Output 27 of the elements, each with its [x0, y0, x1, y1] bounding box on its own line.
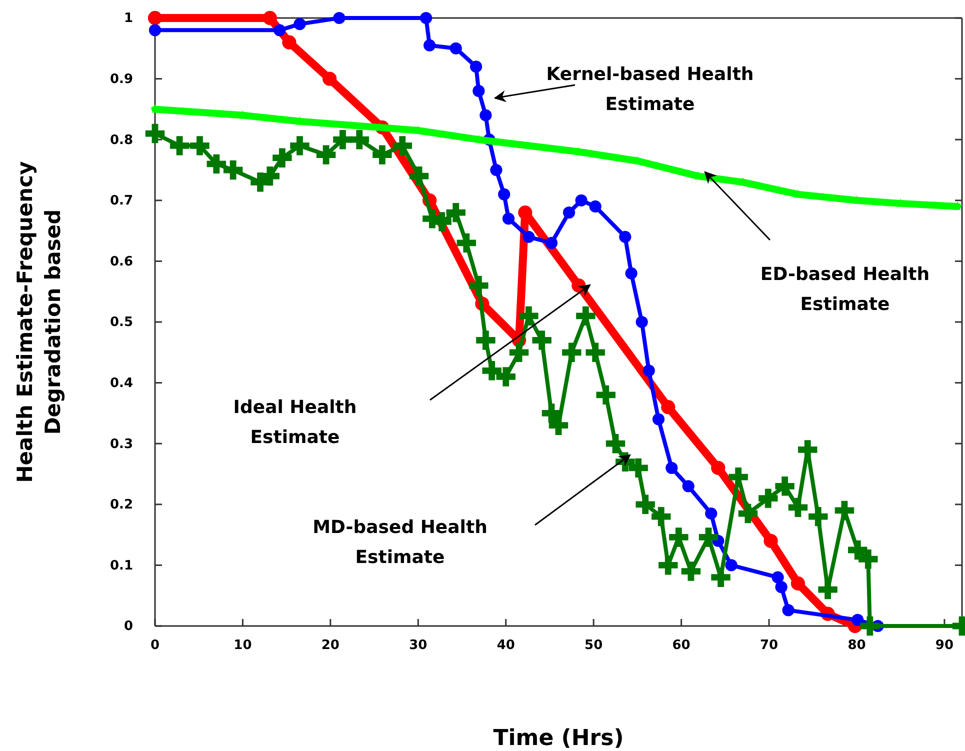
annotation: MD-based Health Estimate [312, 517, 488, 568]
y-tick-label: 0.7 [110, 194, 133, 209]
x-tick-label: 80 [848, 638, 866, 654]
y-tick-label: 0.9 [110, 72, 133, 87]
y-tick-label: 0.2 [110, 498, 133, 513]
x-tick-label: 10 [234, 638, 252, 654]
annotation: ED-based Health Estimate [760, 264, 930, 315]
y-tick-label: 0.8 [110, 132, 133, 148]
x-tick-label: 40 [496, 638, 515, 654]
annotation: Ideal Health Estimate [233, 397, 357, 448]
x-tick-label: 60 [672, 638, 690, 654]
y-tick-label: 0 [124, 619, 133, 634]
x-tick-label: 30 [409, 638, 428, 654]
y-tick-label: 0.3 [110, 436, 133, 452]
y-tick-label: 1 [124, 11, 133, 26]
y-tick-label: 0.1 [110, 558, 133, 574]
x-tick-label: 0 [150, 638, 160, 654]
x-tick-label: 90 [935, 638, 954, 654]
y-axis-title: Health Estimate-Frequency Degradation based [13, 160, 65, 483]
annotation: Kernel-based Health Estimate [546, 64, 754, 115]
y-tick-label: 0.6 [110, 254, 133, 270]
y-tick-label: 0.5 [110, 315, 133, 330]
x-axis-title: Time (Hrs) [493, 726, 624, 751]
x-tick-label: 70 [760, 638, 778, 654]
x-tick-label: 20 [321, 638, 340, 654]
y-tick-label: 0.4 [110, 376, 133, 391]
x-tick-label: 50 [584, 638, 603, 654]
